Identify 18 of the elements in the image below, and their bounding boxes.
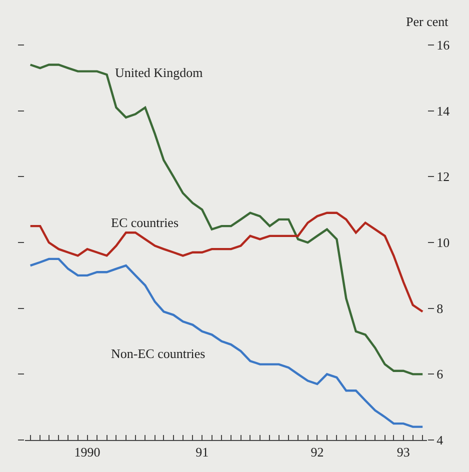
y-tick-label: 14: [436, 103, 450, 118]
line-series: [29, 212, 424, 313]
y-axis-title: Per cent: [406, 14, 449, 29]
y-tick-label: 8: [436, 300, 444, 316]
y-tick-label: 6: [436, 366, 444, 382]
y-tick-label: 12: [436, 169, 450, 184]
line-series: [29, 258, 424, 428]
series-label: EC countries: [111, 215, 179, 230]
x-tick-label: 91: [196, 444, 209, 460]
x-tick-label: 1990: [74, 444, 100, 460]
y-tick-label: 10: [436, 235, 450, 250]
series-label: United Kingdom: [115, 65, 203, 80]
line-series: [29, 64, 424, 376]
series-label: Non-EC countries: [111, 346, 206, 361]
x-tick-label: 93: [396, 444, 410, 460]
y-tick-label: 4: [436, 432, 444, 448]
y-tick-label: 16: [436, 38, 450, 53]
x-tick-label: 92: [310, 444, 324, 460]
